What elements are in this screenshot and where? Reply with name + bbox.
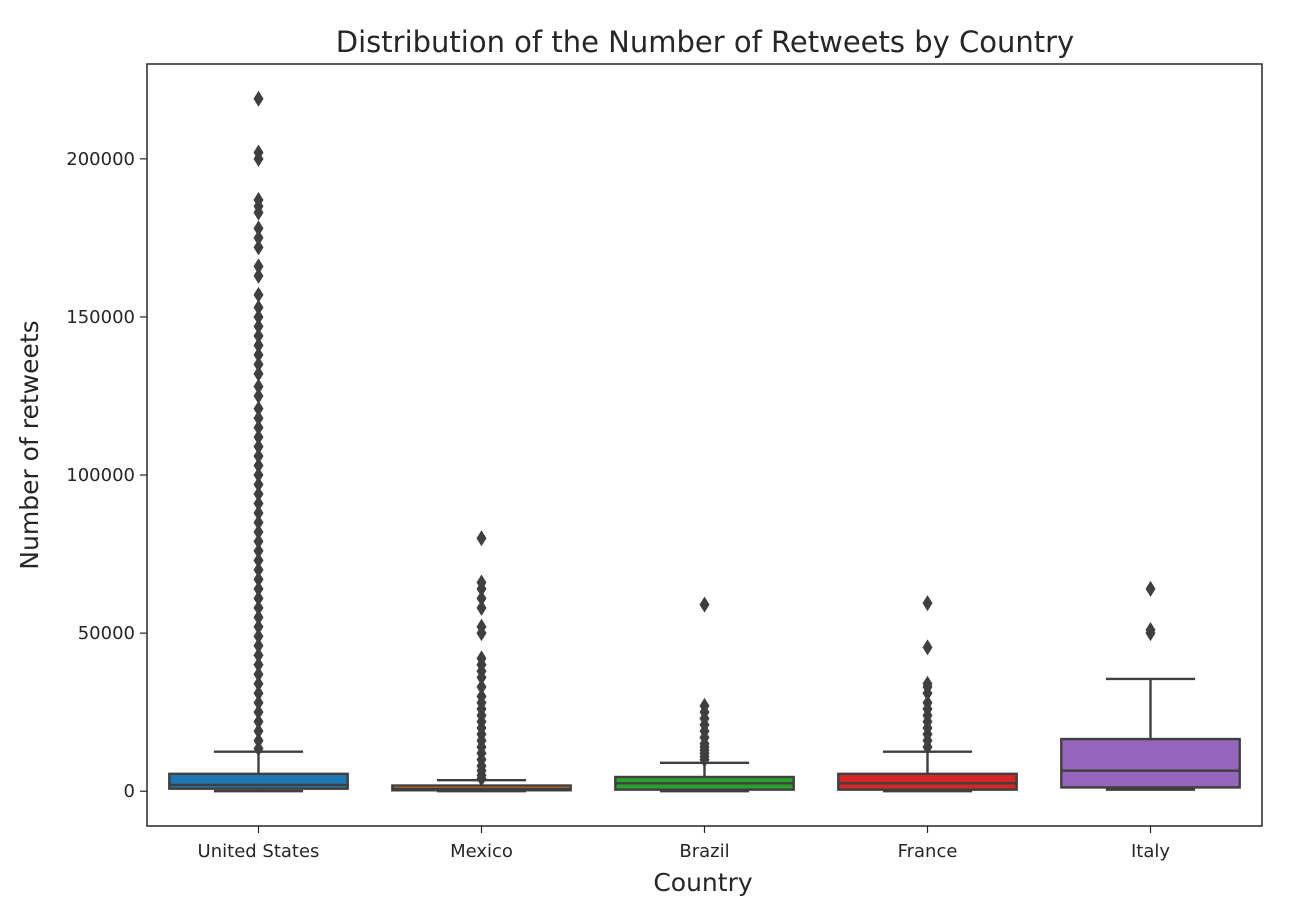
outlier-point bbox=[253, 580, 264, 597]
outlier-point bbox=[253, 552, 264, 569]
outlier-point bbox=[253, 419, 264, 436]
outlier-point bbox=[1145, 625, 1156, 642]
outlier-point bbox=[253, 675, 264, 692]
outlier-point bbox=[253, 495, 264, 512]
outlier-point bbox=[253, 204, 264, 221]
outlier-point bbox=[253, 694, 264, 711]
x-tick-label: Mexico bbox=[450, 841, 513, 862]
outlier-point bbox=[253, 637, 264, 654]
x-tick-label: Brazil bbox=[679, 841, 729, 862]
outlier-point bbox=[253, 267, 264, 284]
y-tick-label: 150000 bbox=[66, 307, 135, 328]
outlier-point bbox=[253, 504, 264, 521]
outlier-point bbox=[253, 647, 264, 664]
outlier-point bbox=[253, 486, 264, 503]
outlier-point bbox=[476, 530, 487, 547]
outlier-point bbox=[253, 713, 264, 730]
outlier-point bbox=[253, 220, 264, 237]
outlier-point bbox=[253, 571, 264, 588]
outlier-point bbox=[253, 318, 264, 335]
outlier-point bbox=[253, 327, 264, 344]
outlier-point bbox=[253, 410, 264, 427]
outlier-point bbox=[253, 429, 264, 446]
outlier-point bbox=[253, 704, 264, 721]
box-brazil bbox=[614, 596, 795, 793]
outlier-point bbox=[253, 448, 264, 465]
outlier-point bbox=[253, 337, 264, 354]
outlier-point bbox=[253, 286, 264, 303]
outlier-point bbox=[253, 299, 264, 316]
outlier-point bbox=[922, 595, 933, 612]
outlier-point bbox=[253, 258, 264, 275]
outlier-point bbox=[476, 590, 487, 607]
outlier-point bbox=[253, 590, 264, 607]
outlier-point bbox=[253, 609, 264, 626]
iqr-box bbox=[1060, 737, 1241, 789]
y-axis-label: Number of retweets bbox=[15, 320, 44, 569]
outlier-point bbox=[476, 678, 487, 695]
outlier-point bbox=[476, 580, 487, 597]
outlier-point bbox=[1145, 580, 1156, 597]
outlier-point bbox=[253, 542, 264, 559]
x-axis-label: Country bbox=[653, 868, 753, 897]
chart-title: Distribution of the Number of Retweets b… bbox=[336, 25, 1074, 59]
outlier-point bbox=[476, 770, 487, 787]
outlier-point bbox=[253, 438, 264, 455]
outlier-point bbox=[253, 150, 264, 167]
outlier-point bbox=[253, 457, 264, 474]
outlier-point bbox=[253, 387, 264, 404]
box-united-states bbox=[168, 90, 349, 793]
box-italy bbox=[1060, 580, 1241, 791]
outlier-point bbox=[253, 476, 264, 493]
outlier-point bbox=[253, 308, 264, 325]
x-tick-label: United States bbox=[198, 841, 320, 862]
outlier-point bbox=[253, 365, 264, 382]
outlier-point bbox=[253, 599, 264, 616]
outlier-point bbox=[922, 639, 933, 656]
outlier-point bbox=[253, 685, 264, 702]
outlier-point bbox=[253, 533, 264, 550]
outlier-point bbox=[253, 90, 264, 107]
iqr-box bbox=[837, 772, 1018, 791]
outlier-point bbox=[476, 599, 487, 616]
box-france bbox=[837, 595, 1018, 793]
outlier-point bbox=[253, 523, 264, 540]
outlier-point bbox=[253, 561, 264, 578]
outlier-point bbox=[253, 400, 264, 417]
outlier-point bbox=[699, 751, 710, 768]
outlier-point bbox=[922, 685, 933, 702]
y-axis: 0 50000 100000 150000 200000 bbox=[66, 149, 147, 802]
outlier-point bbox=[253, 723, 264, 740]
outlier-point bbox=[699, 596, 710, 613]
y-tick-label: 50000 bbox=[78, 623, 135, 644]
outlier-point bbox=[476, 669, 487, 686]
outlier-point bbox=[253, 229, 264, 246]
x-tick-label: France bbox=[898, 841, 958, 862]
outlier-point bbox=[253, 356, 264, 373]
outlier-point bbox=[922, 738, 933, 755]
outlier-point bbox=[253, 346, 264, 363]
outlier-point bbox=[253, 618, 264, 635]
x-axis: United States Mexico Brazil France Italy bbox=[198, 826, 1170, 862]
y-tick-label: 200000 bbox=[66, 149, 135, 170]
outlier-point bbox=[253, 239, 264, 256]
outlier-point bbox=[253, 740, 264, 757]
x-tick-label: Italy bbox=[1131, 841, 1170, 862]
iqr-box bbox=[168, 772, 349, 790]
outlier-point bbox=[253, 628, 264, 645]
outlier-point bbox=[253, 378, 264, 395]
y-tick-label: 100000 bbox=[66, 465, 135, 486]
outlier-point bbox=[253, 666, 264, 683]
outlier-point bbox=[253, 514, 264, 531]
outlier-point bbox=[253, 467, 264, 484]
plot-area bbox=[168, 90, 1241, 793]
outlier-point bbox=[253, 656, 264, 673]
outlier-point bbox=[476, 625, 487, 642]
box-mexico bbox=[391, 530, 572, 793]
y-tick-label: 0 bbox=[124, 781, 135, 802]
